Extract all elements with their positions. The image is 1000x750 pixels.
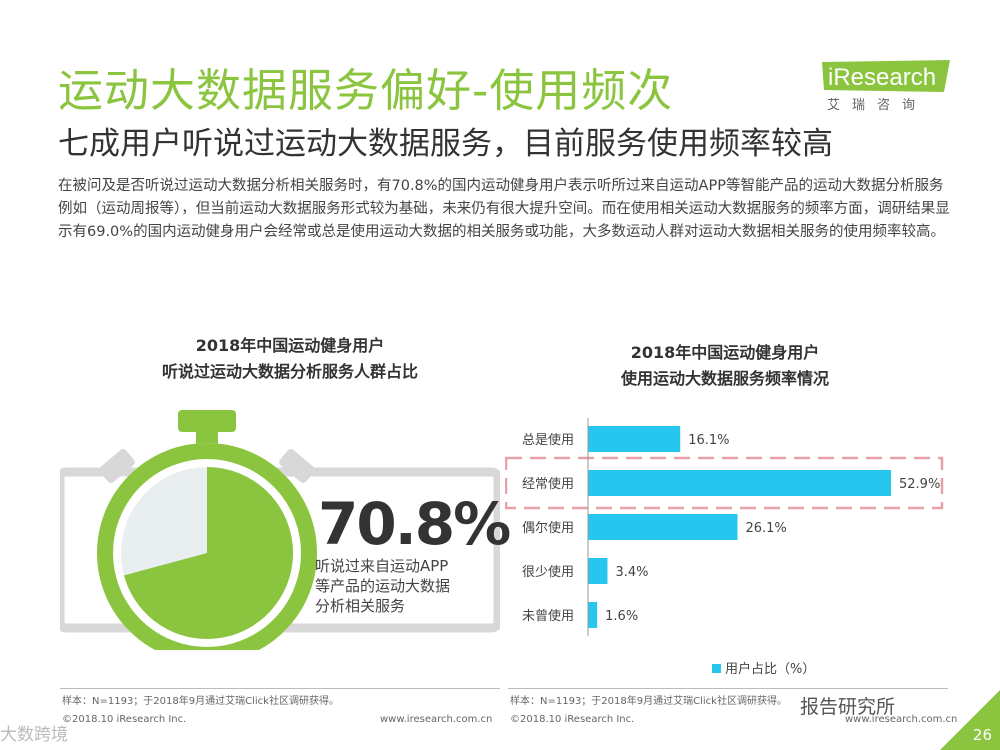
source-note-right: 样本：N=1193；于2018年9月通过艾瑞Click社区调研获得。	[510, 696, 787, 707]
stopwatch-crown	[178, 410, 236, 432]
stopwatch-graphic	[60, 410, 500, 650]
url-left: www.iresearch.com.cn	[380, 714, 493, 725]
big-percentage: 70.8%	[318, 490, 511, 558]
value-label: 26.1%	[745, 521, 786, 536]
value-label: 3.4%	[615, 565, 648, 580]
left-chart-title-line2: 听说过运动大数据分析服务人群占比	[161, 362, 418, 381]
logo-name: iResearch	[828, 64, 936, 91]
pie-sector-70-8	[124, 467, 294, 639]
category-label: 未曾使用	[522, 608, 574, 624]
category-label: 很少使用	[522, 564, 574, 580]
bar	[588, 558, 608, 584]
left-chart-title: 2018年中国运动健身用户 听说过运动大数据分析服务人群占比	[110, 333, 470, 385]
body-paragraph: 在被问及是否听说过运动大数据分析相关服务时，有70.8%的国内运动健身用户表示听…	[58, 178, 950, 240]
page-title: 运动大数据服务偏好-使用频次	[58, 64, 674, 117]
right-chart-title-line1: 2018年中国运动健身用户	[630, 343, 820, 362]
legend-label: 用户占比（%）	[725, 662, 816, 677]
logo-shape: iResearch	[822, 60, 950, 92]
right-chart-title-line2: 使用运动大数据服务频率情况	[620, 369, 829, 388]
right-chart-title: 2018年中国运动健身用户 使用运动大数据服务频率情况	[575, 340, 875, 392]
stopwatch-button-right	[279, 449, 315, 483]
divider-right	[508, 688, 948, 689]
category-label: 总是使用	[522, 432, 574, 448]
bar	[588, 602, 598, 628]
divider-left	[60, 688, 500, 689]
bar	[588, 426, 681, 452]
page-number-corner	[940, 690, 1000, 750]
percentage-description-line1: 听说过来自运动APP	[315, 557, 449, 575]
iresearch-logo: iResearch 艾瑞咨询	[822, 60, 952, 120]
percentage-description-line2: 等产品的运动大数据	[315, 577, 451, 595]
url-right: www.iresearch.com.cn	[845, 714, 958, 725]
frequency-bar-chart: 总是使用 16.1% 经常使用 52.9% 偶尔使用 26.1% 很少使用 3.4% 未曾使用 1…	[505, 418, 944, 636]
value-label: 16.1%	[688, 433, 729, 448]
value-label: 52.9%	[899, 477, 940, 492]
source-note-left: 样本：N=1193；于2018年9月通过艾瑞Click社区调研获得。	[62, 696, 339, 707]
category-label: 偶尔使用	[522, 520, 574, 536]
left-chart-title-line1: 2018年中国运动健身用户	[195, 336, 385, 355]
page-subtitle: 七成用户听说过运动大数据服务，目前服务使用频率较高	[58, 126, 833, 162]
chart-legend: 用户占比（%）	[712, 658, 815, 677]
percentage-description-line3: 分析相关服务	[315, 597, 406, 615]
logo-subtitle: 艾瑞咨询	[827, 98, 928, 113]
copyright-left: ©2018.10 iResearch Inc.	[62, 714, 187, 725]
watermark-right: 报告研究所	[800, 696, 896, 718]
page-number: 26	[972, 726, 992, 744]
watermark-left: 大数跨境	[0, 725, 68, 745]
value-label: 1.6%	[605, 609, 638, 624]
percentage-description: 听说过来自运动APP 等产品的运动大数据 分析相关服务	[315, 556, 495, 616]
legend-swatch	[712, 664, 721, 673]
stopwatch-button-left	[99, 449, 135, 483]
highlight-box	[505, 456, 944, 510]
bar	[588, 470, 891, 496]
bar	[588, 514, 738, 540]
category-label: 经常使用	[522, 476, 574, 492]
copyright-right: ©2018.10 iResearch Inc.	[510, 714, 635, 725]
